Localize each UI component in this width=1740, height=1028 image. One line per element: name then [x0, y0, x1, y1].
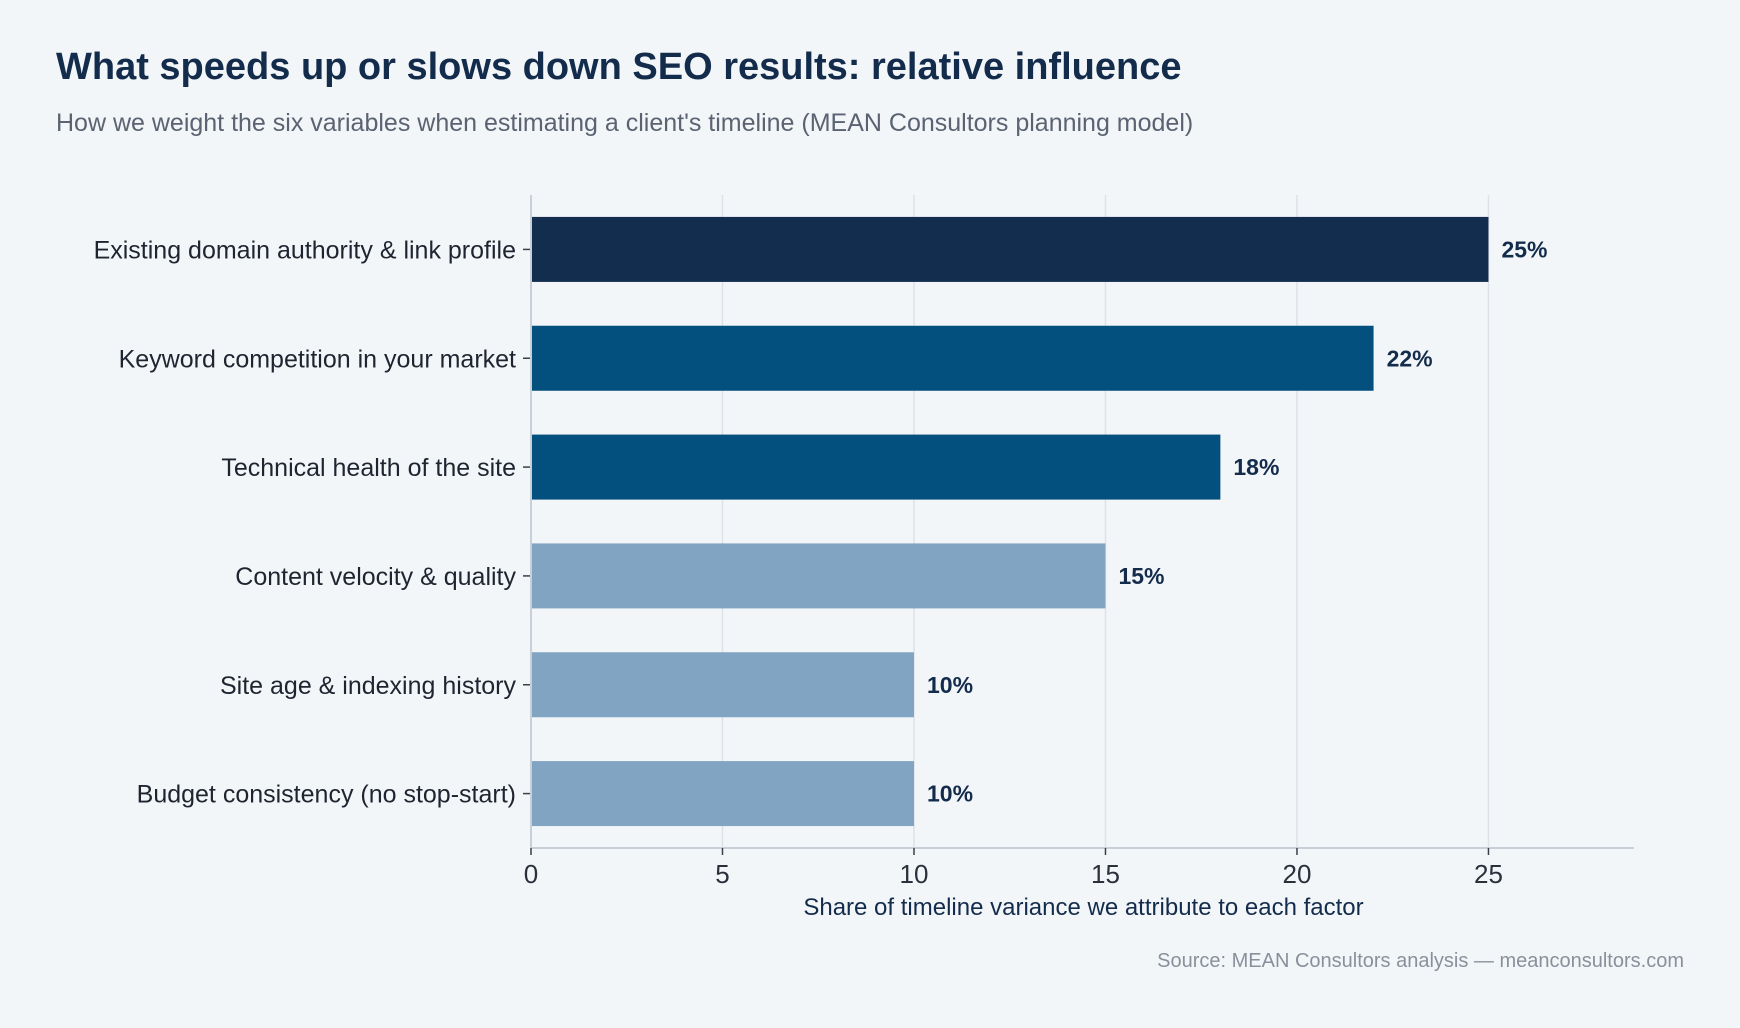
- gridlines: [721, 195, 1490, 848]
- bar: [531, 434, 1221, 500]
- category-label: Content velocity & quality: [235, 563, 516, 591]
- category-label: Existing domain authority & link profile: [94, 236, 516, 264]
- bar: [531, 216, 1489, 282]
- bar: [531, 325, 1374, 391]
- category-label: Keyword competition in your market: [119, 345, 516, 373]
- category-label: Site age & indexing history: [220, 672, 517, 700]
- x-tick-label: 15: [1091, 859, 1120, 889]
- bars: [531, 216, 1489, 827]
- bar-value-label: 15%: [1118, 563, 1164, 589]
- chart-title: What speeds up or slows down SEO results…: [56, 46, 1182, 88]
- axes: [523, 195, 1634, 855]
- x-axis-title: Share of timeline variance we attribute …: [803, 894, 1363, 921]
- x-tick-label: 25: [1474, 859, 1503, 889]
- x-tick-label: 5: [715, 859, 729, 889]
- bar-value-label: 10%: [927, 672, 973, 698]
- category-label: Technical health of the site: [221, 454, 516, 482]
- chart-subtitle: How we weight the six variables when est…: [56, 109, 1194, 137]
- category-label: Budget consistency (no stop-start): [137, 781, 516, 809]
- bar: [531, 543, 1106, 609]
- bar: [531, 652, 914, 718]
- bar-value-label: 22%: [1387, 345, 1433, 371]
- bar-value-label: 25%: [1501, 236, 1547, 262]
- bar-value-label: 18%: [1233, 454, 1279, 480]
- bar-value-label: 10%: [927, 781, 973, 807]
- labels: 25% Existing domain authority & link prof…: [94, 236, 1548, 921]
- bar: [531, 761, 914, 827]
- x-tick-label: 20: [1283, 859, 1312, 889]
- x-tick-label: 0: [524, 859, 538, 889]
- source-note: Source: MEAN Consultors analysis — meanc…: [1157, 950, 1684, 972]
- x-tick-label: 10: [900, 859, 929, 889]
